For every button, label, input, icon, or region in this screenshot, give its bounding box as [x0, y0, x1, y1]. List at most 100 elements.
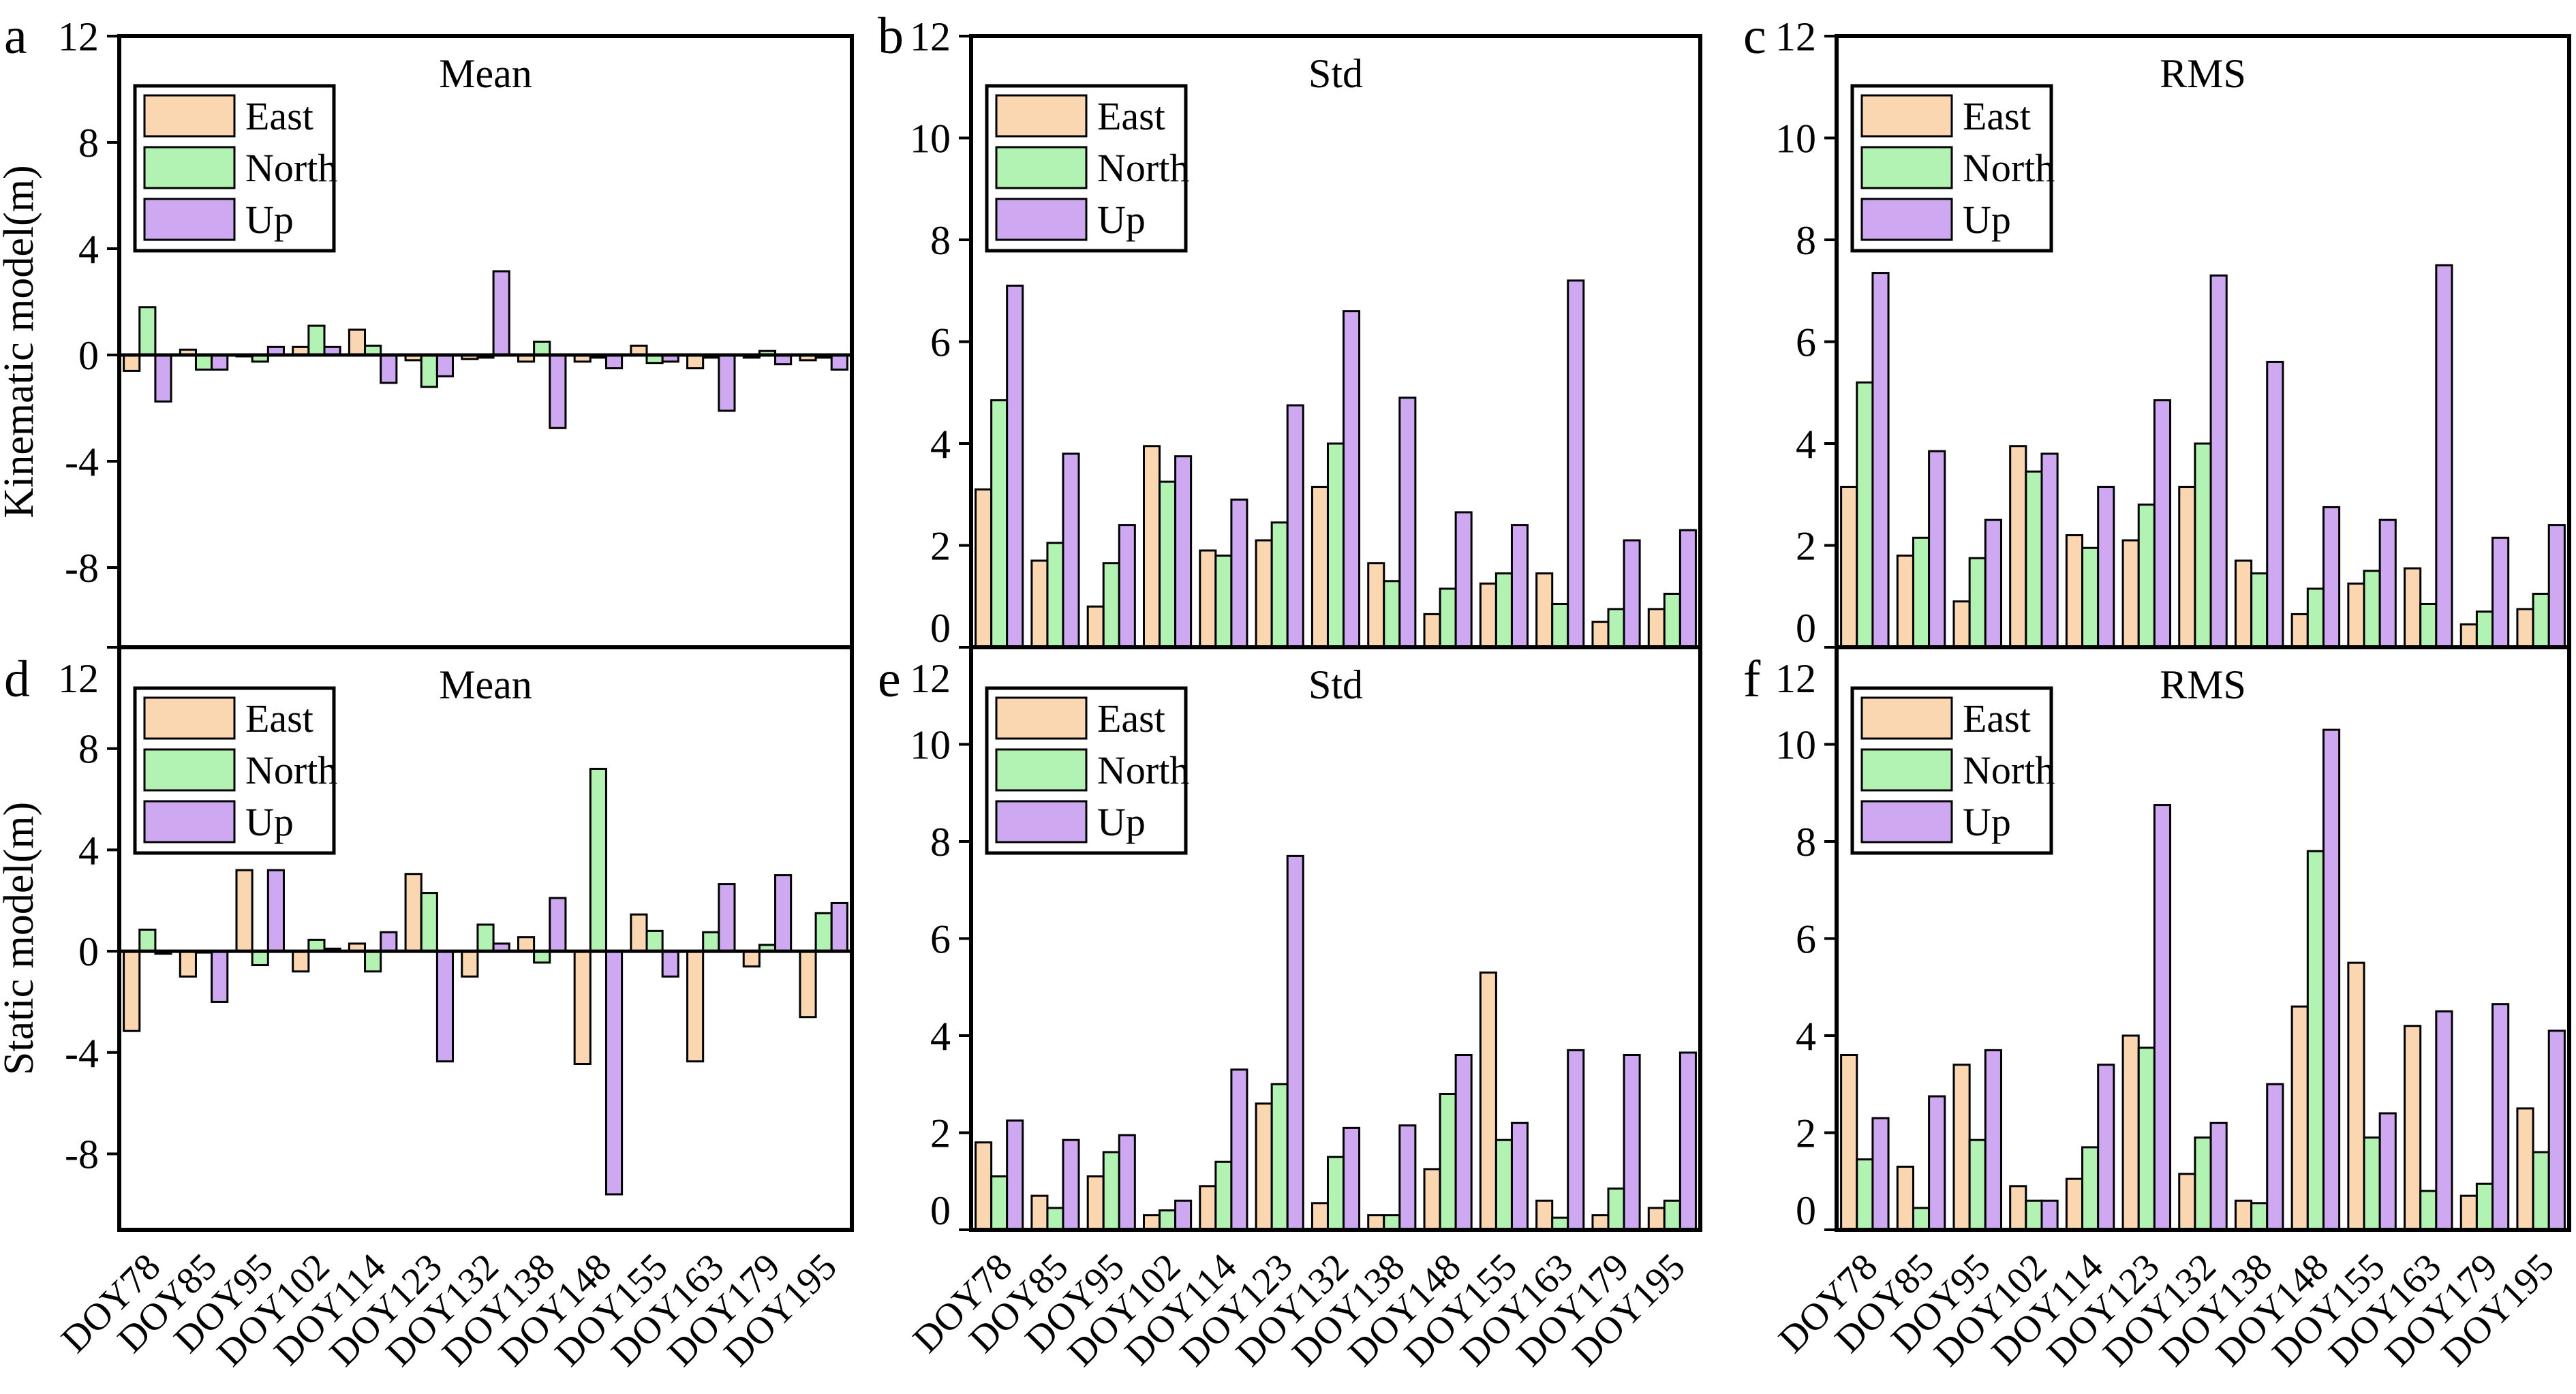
legend-label: North [245, 748, 337, 792]
bar-east [2065, 1177, 2084, 1231]
bar-up [2153, 804, 2172, 1231]
bar-east [2516, 1107, 2534, 1231]
bar-east [1255, 539, 1273, 649]
bar-north [1968, 557, 1987, 649]
bar-north [1968, 1139, 1987, 1231]
bar-east [1423, 613, 1441, 649]
y-tick-label: 2 [1796, 524, 1816, 569]
bar-north [1439, 587, 1457, 649]
bar-east [686, 950, 705, 1063]
bar-east [292, 950, 310, 973]
bar-up [1510, 524, 1529, 649]
bar-east [1952, 1064, 1971, 1231]
panel-letter: a [4, 7, 27, 65]
bar-north [990, 1175, 1009, 1231]
bar-north [1856, 1158, 1874, 1231]
bar-east [461, 950, 479, 978]
bar-north [1663, 593, 1681, 649]
legend-swatch-east [1860, 94, 1953, 138]
legend-swatch-east [995, 696, 1088, 740]
y-tick-label: 4 [1796, 1014, 1816, 1059]
bar-east [1030, 1194, 1049, 1231]
legend-swatch-east [143, 94, 236, 138]
bar-north [2025, 1199, 2043, 1231]
bar-up [1343, 310, 1361, 649]
legend: East North Up [985, 686, 1189, 855]
bar-up [1398, 1124, 1417, 1231]
bar-north [1383, 1214, 1401, 1231]
bar-north [307, 324, 326, 356]
legend: East North Up [1850, 686, 2055, 855]
plot-border [969, 645, 1702, 1232]
bar-north [476, 923, 495, 952]
bar-up [154, 354, 172, 403]
bar-up [1062, 1139, 1080, 1231]
legend-swatch-east [143, 696, 236, 740]
plot-border [117, 645, 854, 1232]
bar-north [2250, 1202, 2269, 1231]
bar-up [1174, 455, 1193, 649]
bar-north [194, 354, 213, 371]
bar-east [2178, 1173, 2196, 1231]
bar-east [1840, 486, 1858, 649]
bar-east [2404, 1025, 2422, 1231]
bar-east [1310, 1202, 1329, 1231]
bar-up [1623, 539, 1641, 649]
bar-east [1479, 971, 1497, 1231]
bar-east [2009, 445, 2027, 649]
legend-swatch-north [1860, 748, 1953, 792]
bar-east [2121, 539, 2140, 649]
legend-label: Up [245, 800, 294, 844]
bar-east [404, 873, 423, 952]
y-tick-label: -8 [65, 546, 99, 591]
bar-up [604, 354, 624, 369]
y-tick-label: 6 [1796, 320, 1816, 365]
legend-label: East [245, 94, 313, 138]
bar-up [1343, 1126, 1361, 1231]
bar-east [1535, 1199, 1554, 1231]
bar-up [266, 869, 285, 952]
panel-title: RMS [2160, 662, 2246, 707]
legend-label: East [245, 696, 313, 741]
bar-up [549, 897, 567, 952]
legend-swatch-east [1860, 696, 1953, 740]
bar-up [1678, 529, 1697, 649]
bar-east [1896, 1165, 1914, 1231]
bar-north [1856, 381, 1874, 649]
y-axis-title: Static model(m) [0, 802, 42, 1075]
bar-up [1230, 1068, 1248, 1231]
bar-east [1423, 1168, 1441, 1231]
bar-up [211, 950, 229, 1003]
bar-north [1607, 608, 1625, 649]
bar-north [1494, 1139, 1513, 1231]
bar-up [2435, 1010, 2453, 1231]
bar-east [975, 488, 993, 649]
bar-up [549, 354, 567, 429]
bar-up [435, 354, 455, 377]
y-tick-label: 0 [78, 929, 99, 974]
y-tick-label: 4 [78, 227, 99, 272]
legend-swatch-north [995, 146, 1088, 189]
bar-east [2121, 1034, 2140, 1231]
bar-east [2459, 623, 2478, 649]
bar-east [1086, 605, 1105, 649]
bar-up [1510, 1121, 1529, 1231]
bar-up [604, 950, 624, 1196]
bar-east [1591, 1214, 1610, 1231]
bar-up [1286, 854, 1304, 1231]
legend: East North Up [133, 686, 337, 855]
bar-north [2419, 1190, 2438, 1231]
legend-label: East [1963, 94, 2031, 138]
bar-up [1286, 404, 1304, 649]
bar-east [1255, 1102, 1273, 1231]
bar-up [2435, 264, 2453, 649]
bar-east [1840, 1054, 1858, 1231]
legend-swatch-north [143, 146, 236, 189]
legend-label: North [245, 146, 337, 190]
y-tick-label: 12 [1775, 14, 1816, 59]
bar-east [2516, 608, 2534, 649]
bar-east [179, 950, 197, 978]
y-tick-label: 8 [78, 121, 99, 166]
bar-east [1199, 1185, 1217, 1231]
